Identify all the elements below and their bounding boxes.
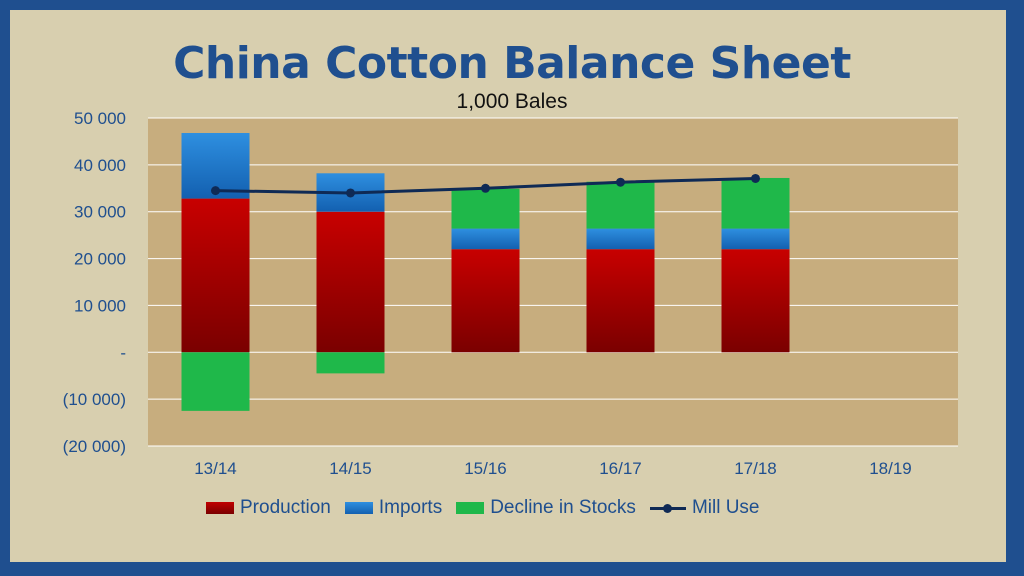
y-tick-label: 20 000: [74, 250, 126, 269]
y-tick-label: 50 000: [74, 109, 126, 128]
point-mill-use: [481, 183, 490, 193]
bar-decline-in-stocks: [451, 188, 520, 229]
legend-label-imports: Imports: [378, 497, 443, 518]
legend-label-decline-in-stocks: Decline in Stocks: [490, 497, 636, 518]
bar-decline-in-stocks: [721, 177, 790, 229]
y-tick-label: 40 000: [74, 156, 126, 175]
point-mill-use: [211, 186, 220, 196]
legend-swatch-mill-use: [649, 502, 686, 514]
point-mill-use: [751, 173, 760, 183]
bar-imports: [721, 228, 790, 250]
chart-legend: Production Imports Decline in Stocks Mil…: [206, 497, 760, 519]
bar-production: [181, 198, 250, 353]
legend-swatch-imports: [344, 502, 373, 514]
legend-swatch-production: [206, 502, 234, 514]
legend-item-imports: Imports: [344, 497, 443, 519]
chart-subtitle: 1,000 Bales: [456, 90, 568, 113]
point-mill-use: [616, 177, 625, 187]
x-tick-label: 14/15: [329, 459, 372, 478]
bar-decline-in-stocks: [181, 352, 250, 411]
x-tick-label: 17/18: [734, 459, 777, 478]
y-tick-label: 30 000: [74, 203, 126, 222]
bar-decline-in-stocks: [586, 181, 655, 229]
legend-item-mill-use: Mill Use: [649, 497, 760, 519]
y-tick-label: -: [120, 343, 126, 362]
legend-swatch-decline-in-stocks: [456, 502, 485, 514]
plot-area: [148, 118, 958, 446]
x-tick-label: 18/19: [869, 459, 912, 478]
legend-item-production: Production: [206, 497, 331, 519]
bar-production: [586, 249, 655, 353]
legend-label-mill-use: Mill Use: [691, 497, 760, 518]
bar-imports: [586, 228, 655, 250]
chart-title: China Cotton Balance Sheet: [173, 38, 851, 89]
y-tick-label: (20 000): [63, 437, 126, 456]
legend-label-production: Production: [240, 497, 331, 518]
legend-item-decline-in-stocks: Decline in Stocks: [456, 497, 636, 519]
bar-imports: [451, 228, 520, 250]
x-tick-label: 15/16: [464, 459, 507, 478]
y-tick-label: 10 000: [74, 296, 126, 315]
bar-production: [316, 211, 385, 353]
bar-production: [451, 249, 520, 353]
x-tick-label: 13/14: [194, 459, 237, 478]
point-mill-use: [346, 188, 355, 198]
x-tick-label: 16/17: [599, 459, 642, 478]
bar-production: [721, 249, 790, 353]
bar-decline-in-stocks: [316, 352, 385, 374]
y-tick-label: (10 000): [63, 390, 126, 409]
